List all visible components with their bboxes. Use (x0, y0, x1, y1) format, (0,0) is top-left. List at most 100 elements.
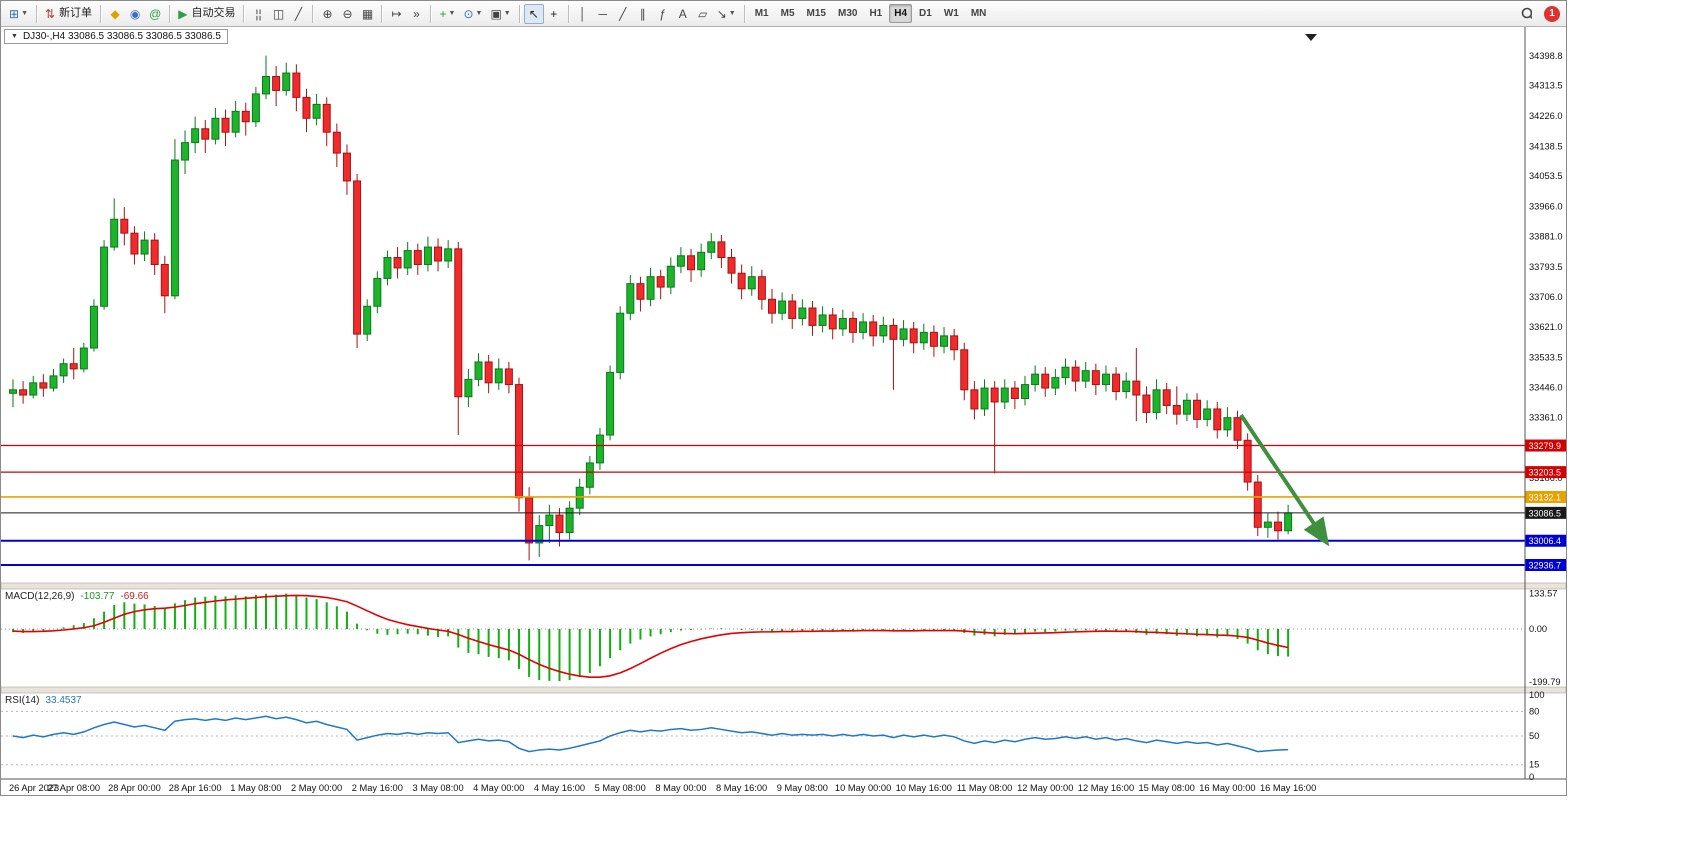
auto-trading-button-label: 自动交易 (191, 7, 236, 19)
axis-label: 100 (1529, 690, 1545, 700)
price-badge-33132.1: 33132.1 (1525, 490, 1566, 503)
axis-label: 0 (1529, 772, 1534, 782)
vertical-line-icon: │ (578, 6, 587, 21)
new-chart-icon: ⊞ (9, 6, 20, 21)
axis-label: 10 May 00:00 (835, 783, 891, 793)
axis-label: 50 (1529, 731, 1539, 741)
chart-shift-marker[interactable] (1305, 34, 1317, 41)
price-badge-33279.9: 33279.9 (1525, 439, 1566, 452)
bar-chart-type-button[interactable]: ¦¦ (248, 4, 268, 24)
line-chart-type-icon: ╱ (294, 6, 303, 21)
timeframe-m15[interactable]: M15 (806, 8, 826, 19)
axis-label: 15 May 08:00 (1139, 783, 1195, 793)
crosshair-button[interactable]: + (544, 4, 564, 24)
axis-label: 4 May 16:00 (534, 783, 585, 793)
timeframe-h4[interactable]: H4 (889, 4, 913, 23)
chart-area[interactable]: 34398.8 34313.5 34226.0 34138.5 34053.5 33966… (1, 27, 1566, 795)
periods-button[interactable]: ⊙ ▼ (459, 4, 486, 24)
arrow-object-icon: ↘ (716, 6, 727, 21)
svg-text:33132.1: 33132.1 (1529, 492, 1562, 502)
fibonacci-button[interactable]: ƒ (653, 4, 673, 24)
axis-label: 3 May 08:00 (412, 783, 463, 793)
axis-label: 10 May 16:00 (896, 783, 952, 793)
trendline-button[interactable]: ╱ (613, 4, 633, 24)
tile-windows-icon: ▦ (361, 6, 374, 21)
timeframe-group: M1 M5 M15 M30 H1 H4 D1 W1 MN (749, 4, 993, 23)
axis-label: 34226.0 (1529, 111, 1563, 121)
pane-splitter[interactable] (1, 582, 1566, 590)
timeframe-d1[interactable]: D1 (919, 8, 932, 19)
channel-icon: ∥ (639, 6, 646, 21)
toolbar-separator (36, 4, 37, 23)
timeframe-w1[interactable]: W1 (943, 8, 959, 19)
help-button[interactable]: @ (145, 4, 165, 24)
axis-label: 34313.5 (1529, 81, 1563, 91)
pane-splitter[interactable] (1, 686, 1566, 694)
arrow-object-button[interactable]: ↘ ▼ (713, 4, 740, 24)
new-order-button[interactable]: ⇅ 新订单 (41, 4, 96, 24)
new-chart-button[interactable]: ⊞ ▼ (5, 4, 32, 24)
mql-editor-icon: ◆ (110, 6, 120, 21)
timeframe-m30[interactable]: M30 (837, 8, 858, 19)
axis-label: 16 May 00:00 (1199, 783, 1255, 793)
auto-scroll-button[interactable]: ↦ (386, 4, 406, 24)
toolbar-right: 1 (1516, 4, 1560, 24)
search-icon (1521, 7, 1532, 19)
zoom-out-button[interactable]: ⊖ (337, 4, 357, 24)
timeframe-mn[interactable]: MN (970, 8, 987, 19)
toolbar-separator (312, 4, 314, 23)
timeframe-m5[interactable]: M5 (780, 8, 795, 19)
rsi-value: 33.4537 (45, 695, 82, 706)
search-button[interactable] (1516, 4, 1536, 24)
tile-windows-button[interactable]: ▦ (357, 4, 377, 24)
cursor-button[interactable]: ↖ (523, 3, 544, 24)
axis-label: 26 Apr 2023 (9, 783, 59, 793)
templates-button[interactable]: ▣ ▼ (486, 4, 514, 24)
toolbar-separator (743, 4, 745, 23)
line-chart-type-button[interactable]: ╱ (288, 4, 308, 24)
axis-label: 8 May 00:00 (655, 783, 706, 793)
price-badge-33086.5: 33086.5 (1525, 506, 1566, 519)
dropdown-caret-icon: ▼ (475, 10, 483, 17)
axis-label: 8 May 16:00 (716, 783, 767, 793)
axis-label: 33446.0 (1529, 383, 1563, 393)
axis-label: 11 May 08:00 (957, 783, 1013, 793)
axis-label: 4 May 00:00 (473, 783, 524, 793)
symbol-tab[interactable]: ▼ DJ30-,H4 33086.5 33086.5 33086.5 33086… (4, 29, 228, 44)
price-badge-33006.4: 33006.4 (1525, 534, 1566, 547)
svg-text:33086.5: 33086.5 (1529, 508, 1562, 518)
auto-trading-button[interactable]: ▶ 自动交易 (174, 4, 239, 24)
dropdown-caret-icon: ▼ (503, 10, 511, 17)
toolbar: ⊞ ▼ ⇅ 新订单 ◆ ◉ @ ▶ 自动交易 ¦¦ ◫ ╱ ⊕ ⊖ ▦ ↦» + ▼ ⊙ ▼ ▣ ▼ ↖ + │ ─ ╱ ∥ ƒ A ▱ ↘ ▼… (1, 1, 1566, 27)
chart-shift-button[interactable]: » (406, 4, 426, 24)
chart-canvas[interactable]: 34398.8 34313.5 34226.0 34138.5 34053.5 33966… (1, 27, 1566, 795)
text-button[interactable]: A (673, 4, 693, 24)
vertical-line-button[interactable]: │ (573, 4, 593, 24)
axis-label: 33361.0 (1529, 412, 1563, 422)
candlestick-type-button[interactable]: ◫ (268, 4, 288, 24)
timeframe-m1[interactable]: M1 (754, 8, 769, 19)
zoom-in-button[interactable]: ⊕ (317, 4, 337, 24)
axis-label: 5 May 08:00 (595, 783, 646, 793)
periods-icon: ⊙ (463, 6, 474, 21)
horizontal-line-button[interactable]: ─ (593, 4, 613, 24)
bar-chart-type-icon: ¦¦ (255, 6, 262, 21)
trend-arrow-annotation[interactable] (1239, 413, 1330, 547)
shapes-button[interactable]: ▱ (693, 4, 713, 24)
community-button[interactable]: ◉ (125, 4, 145, 24)
mql-editor-button[interactable]: ◆ (105, 4, 125, 24)
indicators-button[interactable]: + ▼ (435, 4, 459, 24)
timeframe-h1[interactable]: H1 (869, 8, 883, 19)
auto-trading-icon: ▶ (178, 6, 188, 21)
channel-button[interactable]: ∥ (633, 4, 653, 24)
app-window: ⊞ ▼ ⇅ 新订单 ◆ ◉ @ ▶ 自动交易 ¦¦ ◫ ╱ ⊕ ⊖ ▦ ↦» + ▼ ⊙ ▼ ▣ ▼ ↖ + │ ─ ╱ ∥ ƒ A ▱ ↘ ▼… (0, 0, 1567, 796)
notification-badge[interactable]: 1 (1544, 5, 1560, 22)
macd-label: MACD(12,26,9) -103.77 -69.66 (5, 591, 149, 602)
candlestick-type-icon: ◫ (272, 6, 285, 21)
axis-label: -199.79 (1529, 677, 1561, 687)
auto-scroll-icon: ↦ (391, 6, 402, 21)
toolbar-separator (243, 4, 245, 23)
zoom-out-icon: ⊖ (342, 6, 353, 21)
price-badge-32936.7: 32936.7 (1525, 559, 1566, 572)
axis-label: 1 May 08:00 (230, 783, 281, 793)
